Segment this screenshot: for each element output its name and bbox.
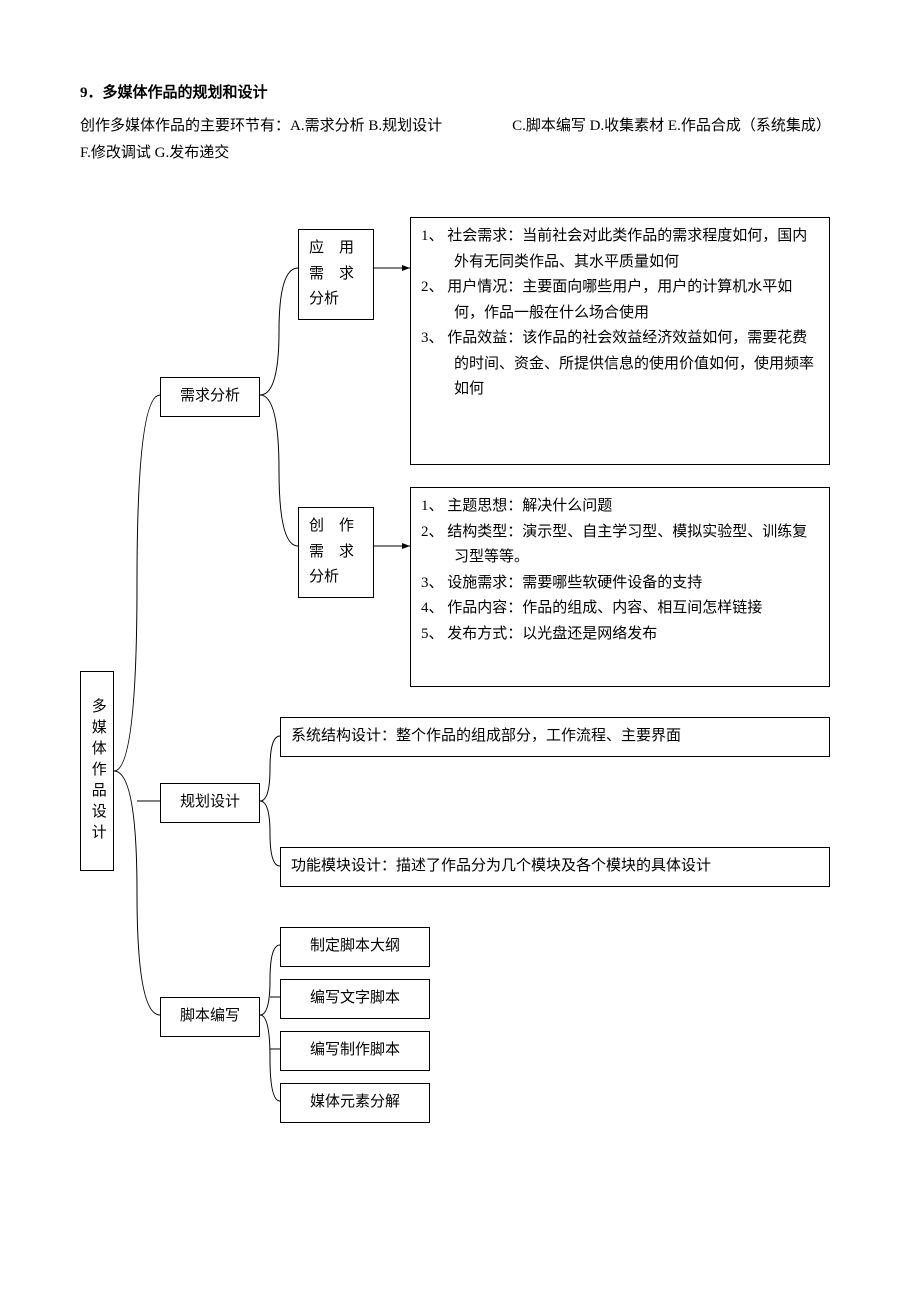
node-root: 多媒体作品设计 — [80, 671, 114, 871]
section-heading: 9．多媒体作品的规划和设计 — [80, 80, 840, 107]
app-req-line1: 应 用 — [309, 236, 363, 262]
detail-app-item: 1、 社会需求：当前社会对此类作品的需求程度如何，国内外有无同类作品、其水平质量… — [421, 224, 819, 275]
app-req-line3: 分析 — [309, 287, 363, 313]
node-script-writing: 脚本编写 — [160, 997, 260, 1037]
detail-create-requirements: 1、 主题思想：解决什么问题 2、 结构类型：演示型、自主学习型、模拟实验型、训… — [410, 487, 830, 687]
create-req-line3: 分析 — [309, 565, 363, 591]
app-req-line2: 需 求 — [309, 262, 363, 288]
create-req-line2: 需 求 — [309, 540, 363, 566]
node-create-requirements: 创 作 需 求 分析 — [298, 507, 374, 598]
detail-app-item: 2、 用户情况：主要面向哪些用户，用户的计算机水平如何，作品一般在什么场合使用 — [421, 275, 819, 326]
node-text-script: 编写文字脚本 — [280, 979, 430, 1019]
hierarchy-diagram: 多媒体作品设计 需求分析 规划设计 脚本编写 应 用 需 求 分析 创 作 需 … — [80, 207, 840, 1127]
node-app-requirements: 应 用 需 求 分析 — [298, 229, 374, 320]
node-system-structure: 系统结构设计：整个作品的组成部分，工作流程、主要界面 — [280, 717, 830, 757]
detail-create-item: 5、 发布方式：以光盘还是网络发布 — [421, 622, 819, 648]
node-production-script: 编写制作脚本 — [280, 1031, 430, 1071]
detail-create-item: 4、 作品内容：作品的组成、内容、相互间怎样链接 — [421, 596, 819, 622]
create-req-line1: 创 作 — [309, 514, 363, 540]
detail-create-item: 3、 设施需求：需要哪些软硬件设备的支持 — [421, 571, 819, 597]
intro-part-a: 创作多媒体作品的主要环节有：A.需求分析 B.规划设计 — [80, 118, 442, 134]
detail-app-item: 3、 作品效益：该作品的社会效益经济效益如何，需要花费的时间、资金、所提供信息的… — [421, 326, 819, 403]
detail-create-item: 1、 主题思想：解决什么问题 — [421, 494, 819, 520]
node-script-outline: 制定脚本大纲 — [280, 927, 430, 967]
node-requirements-analysis: 需求分析 — [160, 377, 260, 417]
node-functional-module: 功能模块设计：描述了作品分为几个模块及各个模块的具体设计 — [280, 847, 830, 887]
node-media-decompose: 媒体元素分解 — [280, 1083, 430, 1123]
node-plan-design: 规划设计 — [160, 783, 260, 823]
detail-create-item: 2、 结构类型：演示型、自主学习型、模拟实验型、训练复习型等等。 — [421, 520, 819, 571]
detail-app-requirements: 1、 社会需求：当前社会对此类作品的需求程度如何，国内外有无同类作品、其水平质量… — [410, 217, 830, 465]
intro-paragraph: 创作多媒体作品的主要环节有：A.需求分析 B.规划设计C.脚本编写 D.收集素材… — [80, 113, 840, 167]
